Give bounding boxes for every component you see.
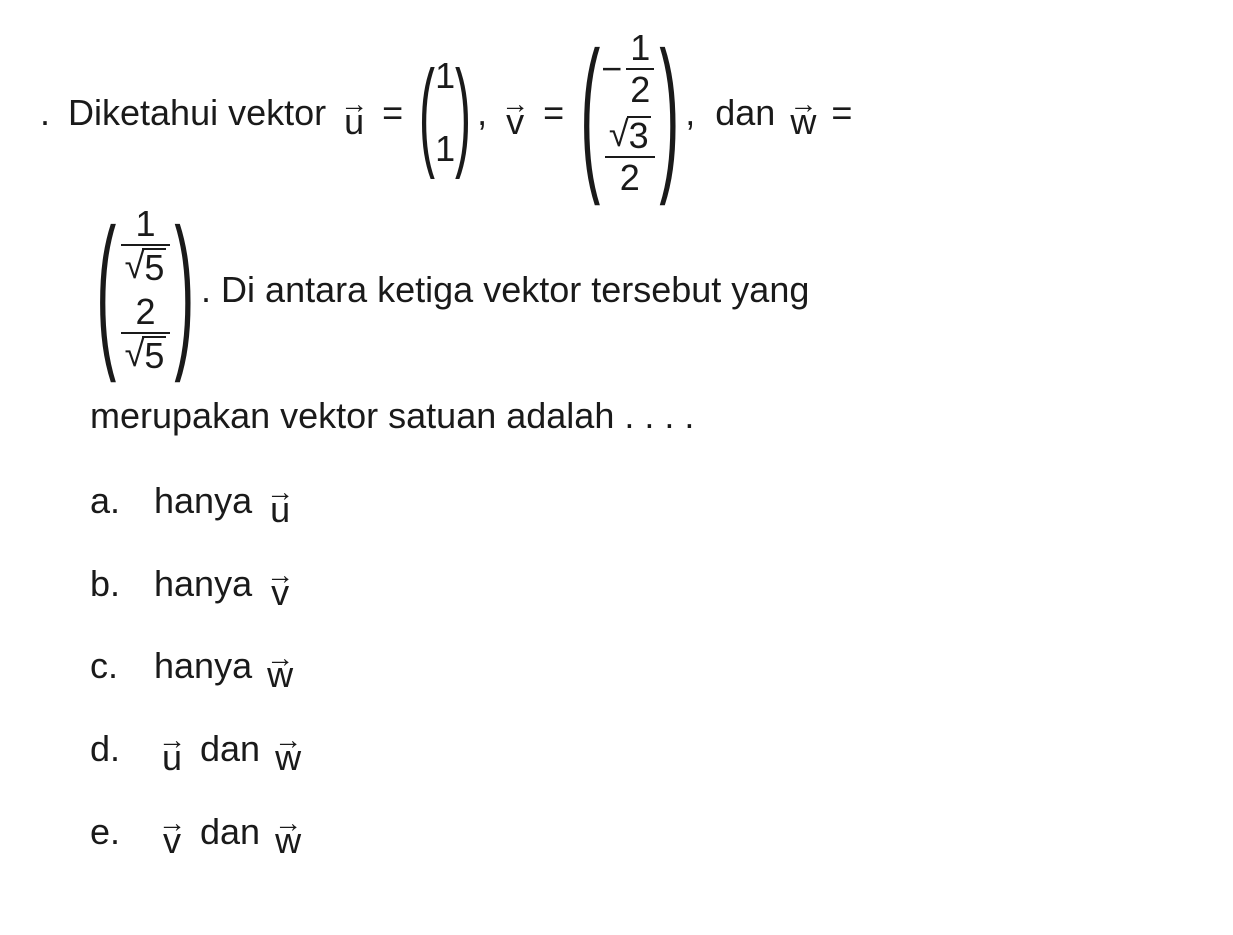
question-line-1: . Diketahui vektor → u = ( 1 1 ) , → v =… xyxy=(40,30,1193,196)
text-merupakan: merupakan vektor satuan adalah . . . . xyxy=(90,384,694,449)
vector-v-symbol: → v xyxy=(501,94,529,132)
comma-2: , xyxy=(685,81,705,146)
option-letter: a. xyxy=(90,469,130,534)
vector-u-symbol: → u xyxy=(266,482,294,520)
option-b: b. hanya → v xyxy=(90,552,1193,617)
option-d: d. → u dan → w xyxy=(90,717,1193,782)
paren-left-icon: ( xyxy=(419,65,435,161)
vec-w-row-2: 2 √ 5 xyxy=(121,294,171,374)
arrow-icon: → xyxy=(158,732,186,749)
option-a: a. hanya → u xyxy=(90,469,1193,534)
question-line-3: merupakan vektor satuan adalah . . . . xyxy=(90,384,1193,449)
arrow-icon: → xyxy=(158,815,186,832)
arrow-icon: → xyxy=(274,732,302,749)
arrow-icon: → xyxy=(266,567,294,584)
vector-w-symbol: → w xyxy=(266,648,294,686)
arrow-icon: → xyxy=(266,650,294,667)
vec-u-row-2: 1 xyxy=(435,117,455,182)
paren-right-icon: ) xyxy=(455,65,471,161)
arrow-icon: → xyxy=(789,96,817,113)
vector-w-value: ( 1 √ 5 2 √ 5 xyxy=(96,206,195,374)
text-dan: dan xyxy=(705,81,785,146)
vec-v-row-1: − 1 2 xyxy=(601,30,658,108)
lead-dot: . xyxy=(40,81,50,146)
options-list: a. hanya → u b. hanya → v c. xyxy=(90,469,1193,865)
equals-2: = xyxy=(533,81,574,146)
vector-w-symbol: → w xyxy=(789,94,817,132)
vector-u-value: ( 1 1 ) xyxy=(419,44,471,182)
arrow-icon: → xyxy=(266,484,294,501)
vector-v-symbol: → v xyxy=(158,813,186,851)
option-letter: d. xyxy=(90,717,130,782)
vector-w-symbol: → w xyxy=(274,813,302,851)
vec-u-row-1: 1 xyxy=(435,44,455,109)
paren-left-icon: ( xyxy=(581,49,601,177)
question-body: . Diketahui vektor → u = ( 1 1 ) , → v =… xyxy=(40,30,1193,865)
text-diketahui: Diketahui vektor xyxy=(68,81,336,146)
option-letter: e. xyxy=(90,800,130,865)
option-letter: c. xyxy=(90,634,130,699)
vector-u-symbol: → u xyxy=(158,730,186,768)
equals-3: = xyxy=(821,81,862,146)
comma-1: , xyxy=(477,81,497,146)
vector-v-symbol: → v xyxy=(266,565,294,603)
option-c: c. hanya → w xyxy=(90,634,1193,699)
vector-u-symbol: → u xyxy=(340,94,368,132)
text-diantara: . Di antara ketiga vektor tersebut yang xyxy=(201,258,809,323)
option-e: e. → v dan → w xyxy=(90,800,1193,865)
vector-v-value: ( − 1 2 √ 3 2 xyxy=(580,30,679,196)
vec-w-row-1: 1 √ 5 xyxy=(121,206,171,286)
arrow-icon: → xyxy=(274,815,302,832)
equals-1: = xyxy=(372,81,413,146)
question-line-2: ( 1 √ 5 2 √ 5 xyxy=(90,206,1193,374)
paren-left-icon: ( xyxy=(96,226,116,354)
arrow-icon: → xyxy=(501,96,529,113)
paren-right-icon: ) xyxy=(659,49,679,177)
vector-w-symbol: → w xyxy=(274,730,302,768)
arrow-icon: → xyxy=(340,96,368,113)
option-letter: b. xyxy=(90,552,130,617)
vec-v-row-2: √ 3 2 xyxy=(605,116,655,196)
paren-right-icon: ) xyxy=(175,226,195,354)
